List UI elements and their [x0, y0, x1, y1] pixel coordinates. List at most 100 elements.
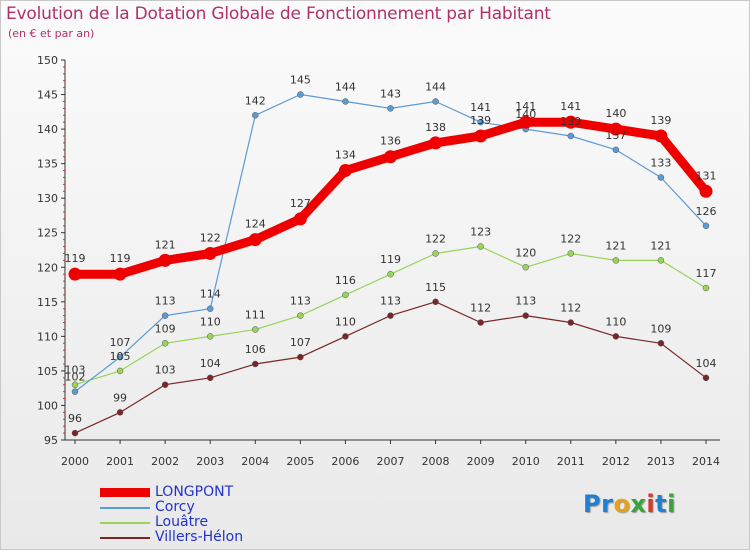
x-tick-label: 2000	[61, 455, 89, 468]
data-point	[612, 146, 620, 154]
x-tick-label: 2002	[151, 455, 179, 468]
data-point	[387, 105, 394, 112]
data-point	[113, 267, 127, 281]
data-point	[702, 284, 710, 292]
data-label: 123	[470, 226, 491, 239]
data-point	[702, 374, 710, 382]
data-point	[564, 115, 578, 129]
data-point	[252, 360, 259, 368]
data-label: 139	[470, 114, 491, 127]
data-point	[206, 374, 214, 382]
data-label: 141	[560, 100, 581, 113]
data-label: 113	[380, 295, 401, 308]
data-label: 112	[470, 302, 491, 315]
data-label: 116	[335, 274, 356, 287]
y-tick-label: 150	[37, 54, 58, 67]
legend-swatch-longpont	[100, 488, 150, 497]
x-tick-label: 2010	[512, 455, 540, 468]
data-point	[206, 333, 214, 340]
data-point	[384, 150, 397, 164]
data-label: 137	[605, 129, 626, 142]
data-point	[612, 257, 620, 264]
data-label: 119	[65, 252, 86, 265]
data-label: 134	[335, 149, 356, 162]
data-label: 122	[425, 232, 446, 245]
y-tick-label: 110	[37, 330, 58, 343]
data-point	[342, 333, 349, 340]
y-tick-label: 100	[37, 399, 58, 412]
data-label: 109	[650, 322, 671, 335]
chart-axes: 95 100 105 110 115 120 125 130 135 140 145 150 2000 2…	[37, 54, 720, 468]
data-label: 140	[515, 108, 536, 121]
data-point	[477, 118, 484, 126]
data-point	[654, 129, 668, 143]
data-label: 103	[65, 364, 86, 377]
y-tick-label: 95	[44, 434, 58, 447]
x-tick-label: 2014	[692, 455, 720, 468]
legend-swatch-villers-helon	[100, 537, 150, 539]
x-tick-label: 2006	[331, 455, 359, 468]
chart-title: Evolution de la Dotation Globale de Fonc…	[6, 4, 551, 24]
data-label: 106	[245, 343, 266, 356]
legend-label-louatre: Louâtre	[155, 514, 209, 530]
data-label: 110	[335, 315, 356, 328]
data-label: 144	[335, 80, 356, 93]
data-label: 103	[155, 364, 176, 377]
data-point	[161, 340, 169, 347]
y-tick-label: 105	[37, 365, 58, 378]
legend-label-longpont: LONGPONT	[155, 484, 234, 500]
y-tick-label: 115	[37, 296, 58, 309]
x-tick-label: 2011	[557, 455, 585, 468]
x-tick-label: 2005	[286, 455, 314, 468]
y-tick-label: 140	[37, 123, 58, 136]
data-label: 119	[380, 253, 401, 266]
data-label: 110	[200, 315, 221, 328]
data-label: 122	[560, 232, 581, 245]
data-label: 107	[290, 336, 311, 349]
data-label: 122	[200, 231, 221, 244]
data-point	[293, 212, 307, 226]
data-label: 145	[290, 74, 311, 87]
data-label: 102	[65, 371, 86, 384]
data-point	[116, 353, 124, 361]
data-point	[71, 381, 79, 388]
data-point	[567, 250, 575, 257]
data-point	[248, 233, 262, 247]
data-label: 139	[650, 114, 671, 127]
legend-item-corcy: Corcy	[100, 499, 360, 515]
y-tick-label: 125	[37, 227, 58, 240]
data-label: 126	[696, 205, 717, 218]
data-label: 113	[155, 295, 176, 308]
data-label: 121	[155, 238, 176, 251]
data-label: 127	[290, 197, 311, 210]
data-point	[203, 246, 217, 260]
data-point	[429, 136, 443, 150]
data-label: 109	[155, 322, 176, 335]
data-label: 139	[560, 115, 581, 128]
data-point	[474, 129, 488, 143]
data-point	[567, 132, 575, 140]
data-label: 114	[200, 288, 221, 301]
data-label: 133	[650, 156, 671, 169]
data-label: 140	[605, 107, 626, 120]
data-label: 113	[515, 295, 536, 308]
legend: LONGPONT Corcy Louâtre Villers-Hélon	[100, 484, 360, 545]
data-labels-layer: 96 99 103 104 106 107 110 113 115 112 113 112 110 109…	[65, 74, 717, 426]
data-point	[657, 174, 665, 181]
data-point	[477, 243, 484, 250]
legend-item-louatre: Louâtre	[100, 514, 360, 530]
data-point	[657, 340, 665, 347]
data-label: 107	[110, 336, 131, 349]
data-label: 113	[290, 295, 311, 308]
data-point	[387, 312, 394, 319]
data-label: 104	[200, 357, 221, 370]
data-label: 104	[696, 357, 717, 370]
data-label: 110	[605, 315, 626, 328]
x-tick-label: 2003	[196, 455, 224, 468]
data-label: 131	[696, 169, 717, 182]
x-tick-label: 2007	[377, 455, 405, 468]
data-label: 117	[696, 267, 717, 280]
data-label: 119	[110, 252, 131, 265]
data-label: 121	[605, 239, 626, 252]
legend-item-longpont: LONGPONT	[100, 484, 360, 500]
